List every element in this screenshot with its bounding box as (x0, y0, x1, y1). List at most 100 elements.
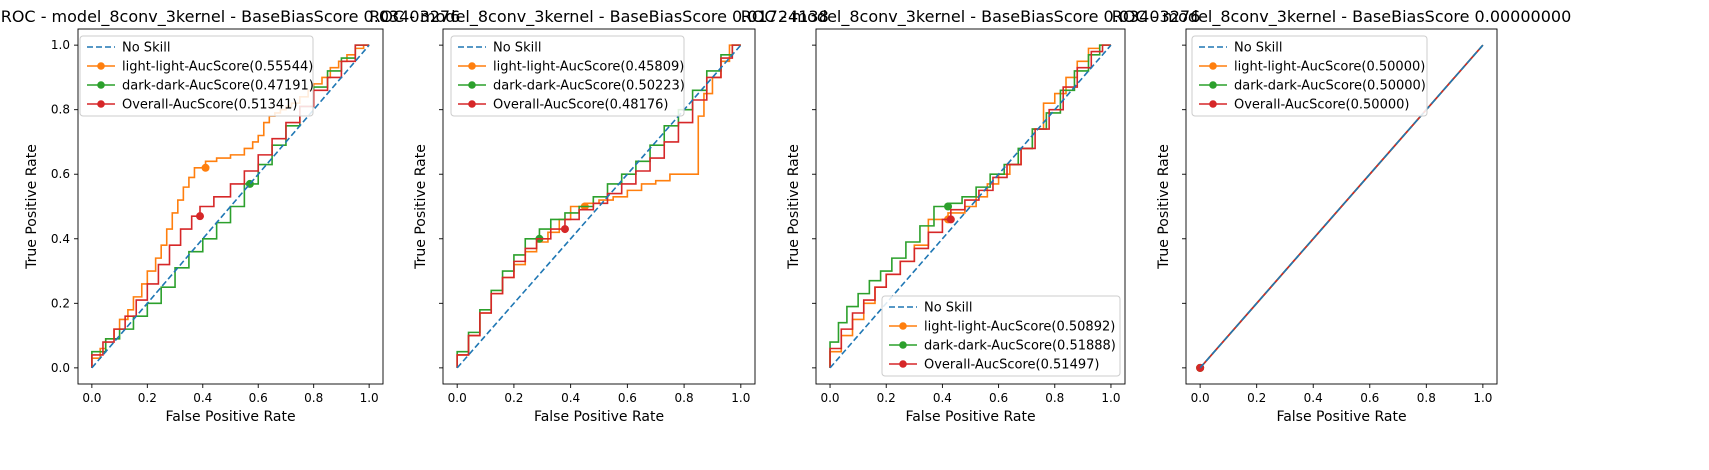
legend-label: dark-dark-AucScore(0.50223) (493, 79, 685, 94)
legend-label: dark-dark-AucScore(0.50000) (1234, 79, 1426, 94)
series-line-1 (91, 44, 370, 368)
x-tick-label: 0.2 (877, 391, 896, 405)
axes-frame (442, 28, 756, 385)
series-line-3 (456, 44, 741, 368)
series-marker-3 (196, 212, 204, 221)
legend: No Skill light-light-AucScore(0.55544) dar… (79, 35, 314, 117)
legend-marker (97, 100, 105, 108)
x-tick-label: 0.4 (933, 391, 952, 405)
legend-label: light-light-AucScore(0.50000) (1234, 60, 1425, 75)
legend-label: No Skill (122, 41, 170, 56)
series-line-3 (829, 44, 1111, 368)
x-tick-label: 0.2 (1247, 391, 1266, 405)
legend-marker (899, 322, 907, 330)
x-tick-label: 0.6 (618, 391, 637, 405)
x-tick-label: 0.0 (820, 391, 839, 405)
axes-frame (77, 28, 384, 385)
x-tick-label: 0.0 (448, 391, 467, 405)
series-marker-3 (560, 225, 569, 234)
legend-label: Overall-AucScore(0.48176) (493, 98, 668, 113)
x-tick-label: 0.2 (138, 391, 157, 405)
x-axis-label: False Positive Rate (905, 409, 1035, 425)
chart-panel-3: 0.0 0.2 0.4 0.6 0.8 1.0 False Positive Rate Tru… (741, 7, 1201, 425)
series-marker-2 (944, 202, 953, 211)
legend-marker (468, 62, 476, 70)
legend-marker (1209, 81, 1217, 89)
legend-label: Overall-AucScore(0.51341) (122, 98, 297, 113)
y-tick-label: 0.0 (51, 361, 70, 375)
x-tick-label: 0.8 (304, 391, 323, 405)
y-tick-label: 1.0 (51, 38, 70, 52)
x-tick-label: 0.2 (504, 391, 523, 405)
x-axis-label: False Positive Rate (534, 409, 664, 425)
series-line-2 (829, 44, 1111, 368)
x-tick-label: 0.8 (1417, 391, 1436, 405)
series-line-0 (829, 44, 1112, 369)
plot-area (1196, 44, 1484, 372)
legend-label: No Skill (493, 41, 541, 56)
x-tick-label: 0.6 (249, 391, 268, 405)
chart-title: ROC - model_8conv_3kernel - BaseBiasScor… (369, 7, 829, 27)
legend-label: No Skill (1234, 41, 1282, 56)
legend-box (881, 295, 1121, 377)
legend-label: light-light-AucScore(0.45809) (493, 60, 684, 75)
chart-title: ROC - model_8conv_3kernel - BaseBiasScor… (1, 7, 461, 27)
y-tick-label: 0.2 (51, 296, 70, 310)
plot-area (91, 44, 370, 369)
legend-marker (468, 100, 476, 108)
x-tick-label: 1.0 (1101, 391, 1120, 405)
x-tick-label: 0.4 (561, 391, 580, 405)
y-axis-label: True Positive Rate (413, 144, 429, 270)
plot-area (829, 44, 1112, 369)
axes-frame (815, 28, 1126, 385)
series-marker-1 (201, 163, 210, 172)
legend-label: Overall-AucScore(0.51497) (924, 358, 1099, 373)
chart-title: ROC - model_8conv_3kernel - BaseBiasScor… (1112, 7, 1572, 27)
y-axis-label: True Positive Rate (1156, 144, 1172, 270)
legend-box (79, 35, 314, 117)
x-tick-label: 0.0 (82, 391, 101, 405)
series-line-0 (91, 44, 370, 369)
axes-frame (1185, 28, 1498, 385)
legend-marker (97, 62, 105, 70)
x-tick-label: 0.6 (989, 391, 1008, 405)
series-line-3 (1199, 44, 1484, 369)
y-tick-label: 0.6 (51, 167, 70, 181)
x-tick-label: 0.0 (1191, 391, 1210, 405)
x-tick-label: 0.4 (1304, 391, 1323, 405)
series-marker-3 (946, 215, 955, 224)
x-tick-label: 0.4 (193, 391, 212, 405)
chart-title: ROC - model_8conv_3kernel - BaseBiasScor… (741, 7, 1201, 27)
legend-marker (97, 81, 105, 89)
x-axis-label: False Positive Rate (1276, 409, 1406, 425)
x-axis-label: False Positive Rate (165, 409, 295, 425)
legend-marker (1209, 62, 1217, 70)
y-tick-label: 0.4 (51, 232, 70, 246)
legend-label: light-light-AucScore(0.50892) (924, 320, 1115, 335)
legend-box (1191, 35, 1428, 117)
y-axis-label: True Positive Rate (786, 144, 802, 270)
y-tick-label: 0.8 (51, 103, 70, 117)
legend-marker (468, 81, 476, 89)
x-tick-label: 1.0 (360, 391, 379, 405)
legend: No Skill light-light-AucScore(0.45809) dar… (450, 35, 685, 117)
legend-marker (899, 341, 907, 349)
plot-area (456, 44, 742, 369)
legend-marker (1209, 100, 1217, 108)
y-axis-label: True Positive Rate (24, 144, 40, 270)
legend-label: light-light-AucScore(0.55544) (122, 60, 313, 75)
legend: No Skill light-light-AucScore(0.50892) dar… (881, 295, 1121, 377)
legend-label: No Skill (924, 301, 972, 316)
legend-label: dark-dark-AucScore(0.51888) (924, 339, 1116, 354)
chart-panel-2: 0.0 0.2 0.4 0.6 0.8 1.0 False Positive Rate Tru… (369, 7, 829, 425)
legend: No Skill light-light-AucScore(0.50000) dar… (1191, 35, 1428, 117)
legend-marker (899, 360, 907, 368)
x-tick-label: 1.0 (731, 391, 750, 405)
legend-box (450, 35, 685, 117)
x-tick-label: 0.8 (675, 391, 694, 405)
legend-label: dark-dark-AucScore(0.47191) (122, 79, 314, 94)
chart-panel-1: 0.0 0.2 0.4 0.6 0.8 1.0 0.0 0.2 0.4 0.6 0.8 1.0 Fals… (1, 7, 461, 425)
x-tick-label: 1.0 (1473, 391, 1492, 405)
chart-panel-4: 0.0 0.2 0.4 0.6 0.8 1.0 False Positive Rate Tru… (1112, 7, 1572, 425)
